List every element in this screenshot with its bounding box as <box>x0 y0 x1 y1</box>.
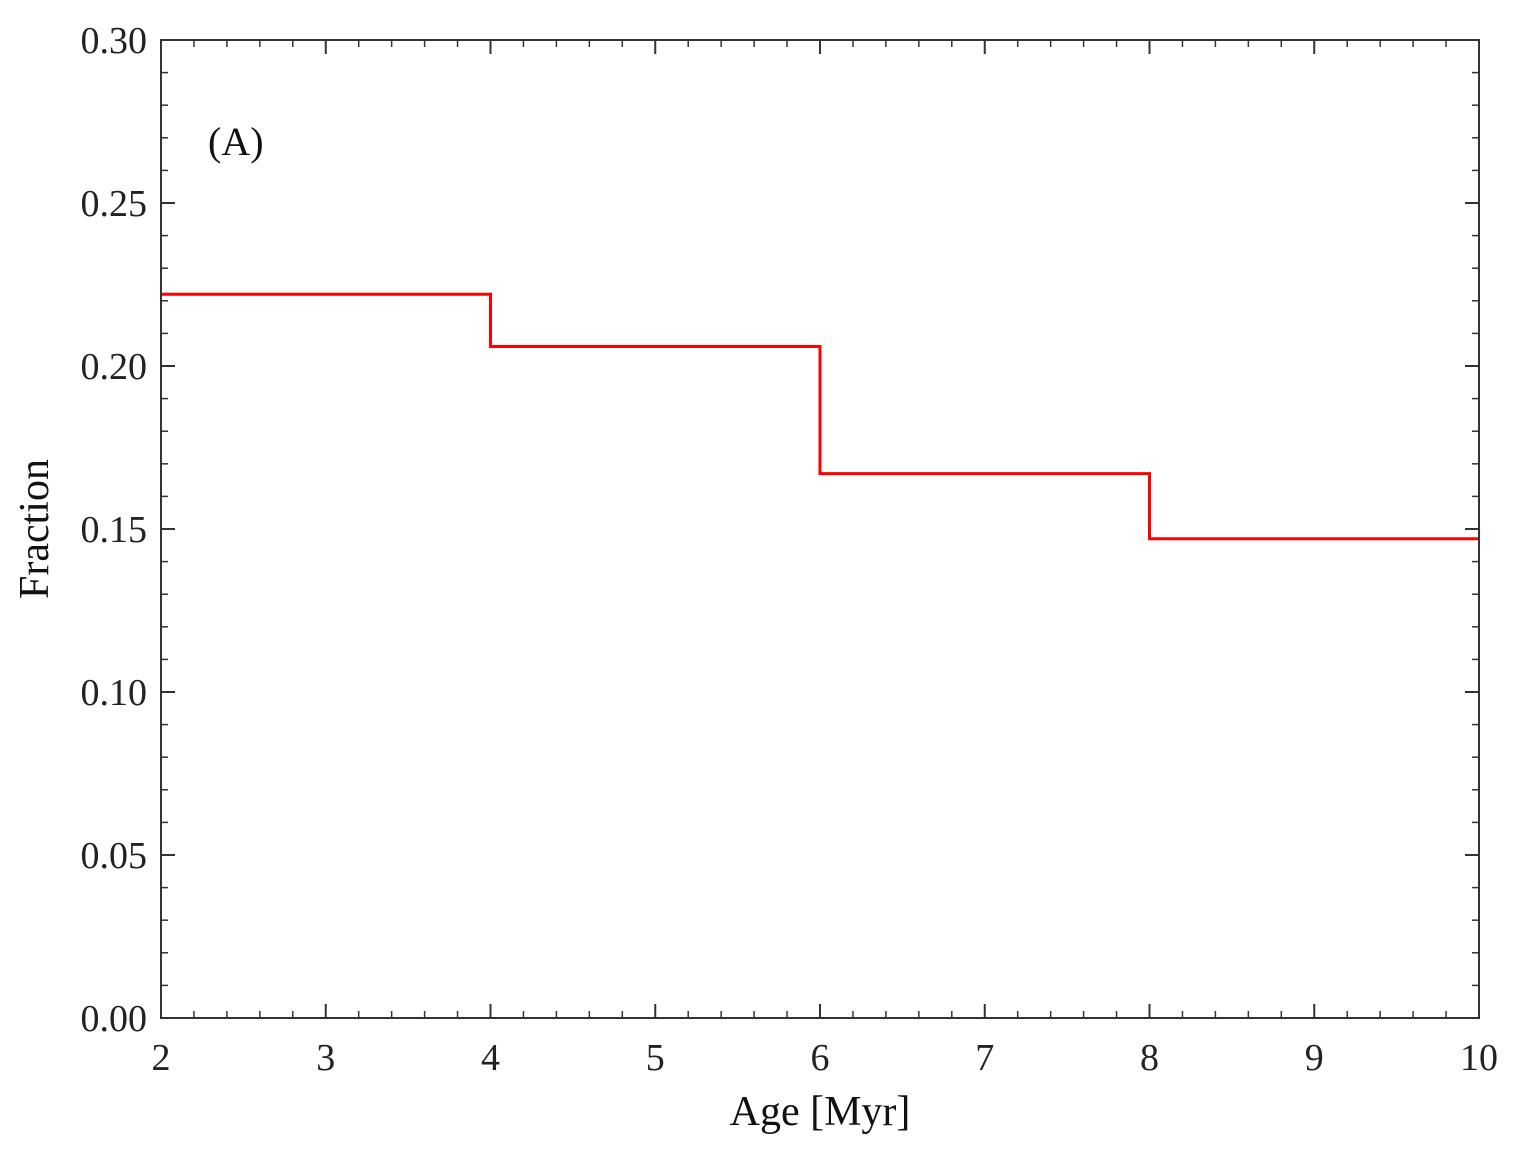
minor-ticks <box>161 40 1479 1018</box>
x-tick-label: 6 <box>811 1037 830 1079</box>
y-tick-label: 0.00 <box>81 998 148 1040</box>
x-axis-title: Age [Myr] <box>730 1089 911 1135</box>
y-tick-label: 0.05 <box>81 835 148 877</box>
y-tick-label: 0.15 <box>81 509 148 551</box>
series-layer <box>161 292 1479 541</box>
y-tick-labels: 0.00 0.05 0.10 0.15 0.20 0.25 0.30 <box>81 20 148 1040</box>
y-axis-title: Fraction <box>12 459 58 599</box>
y-tick-label: 0.10 <box>81 672 148 714</box>
x-tick-label: 5 <box>646 1037 665 1079</box>
x-tick-label: 4 <box>481 1037 500 1079</box>
step-series-line <box>161 292 1479 541</box>
plot-background <box>161 40 1479 1018</box>
panel-annotation: (A) <box>208 119 264 164</box>
plot-frame <box>160 39 1480 1019</box>
x-tick-labels: 2 3 4 5 6 7 8 9 10 <box>152 1037 1499 1079</box>
x-tick-label: 10 <box>1460 1037 1498 1079</box>
x-tick-label: 9 <box>1305 1037 1324 1079</box>
x-tick-label: 7 <box>975 1037 994 1079</box>
x-tick-label: 8 <box>1140 1037 1159 1079</box>
x-tick-label: 3 <box>316 1037 335 1079</box>
x-tick-label: 2 <box>152 1037 171 1079</box>
y-tick-label: 0.25 <box>81 183 148 225</box>
y-tick-label: 0.30 <box>81 20 148 62</box>
y-tick-label: 0.20 <box>81 346 148 388</box>
